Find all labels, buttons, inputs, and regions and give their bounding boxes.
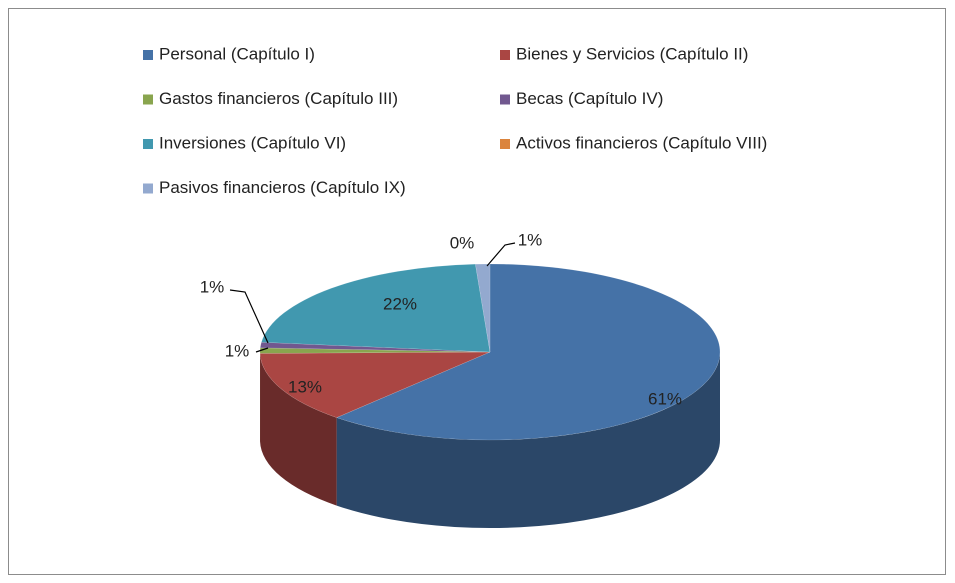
legend-swatch: [500, 139, 510, 149]
pie-slice: [475, 263, 491, 353]
legend-swatch: [500, 94, 510, 105]
legend-label: Becas (Capítulo IV): [516, 89, 663, 108]
data-label: 0%: [450, 233, 475, 252]
legend-label: Pasivos financieros (Capítulo IX): [159, 178, 406, 197]
pie-slice: [335, 263, 721, 441]
leader-line: [486, 242, 516, 267]
data-label: 1%: [200, 277, 225, 296]
legend-swatch: [143, 50, 153, 60]
legend-swatch: [143, 183, 153, 194]
data-label: 1%: [518, 230, 543, 249]
data-label: 1%: [225, 341, 250, 360]
legend-label: Personal (Capítulo I): [159, 44, 315, 63]
data-label: 13%: [288, 377, 322, 396]
legend-swatch: [500, 50, 510, 60]
pie-side: [260, 353, 337, 506]
leader-line: [255, 347, 269, 353]
legend: Personal (Capítulo I) Bienes y Servicios …: [143, 44, 767, 197]
pie-slice: [261, 263, 491, 353]
legend-label: Inversiones (Capítulo VI): [159, 133, 346, 152]
data-label: 22%: [383, 294, 417, 313]
leader-line: [229, 289, 269, 344]
legend-swatch: [143, 94, 153, 105]
pie-slice: [259, 351, 491, 418]
legend-label: Activos financieros (Capítulo VIII): [516, 133, 767, 152]
pie-slice: [259, 341, 491, 353]
legend-label: Bienes y Servicios (Capítulo II): [516, 44, 748, 63]
pie-side: [336, 352, 720, 528]
legend-label: Gastos financieros (Capítulo III): [159, 89, 398, 108]
legend-swatch: [143, 139, 153, 149]
data-label: 61%: [648, 389, 682, 408]
